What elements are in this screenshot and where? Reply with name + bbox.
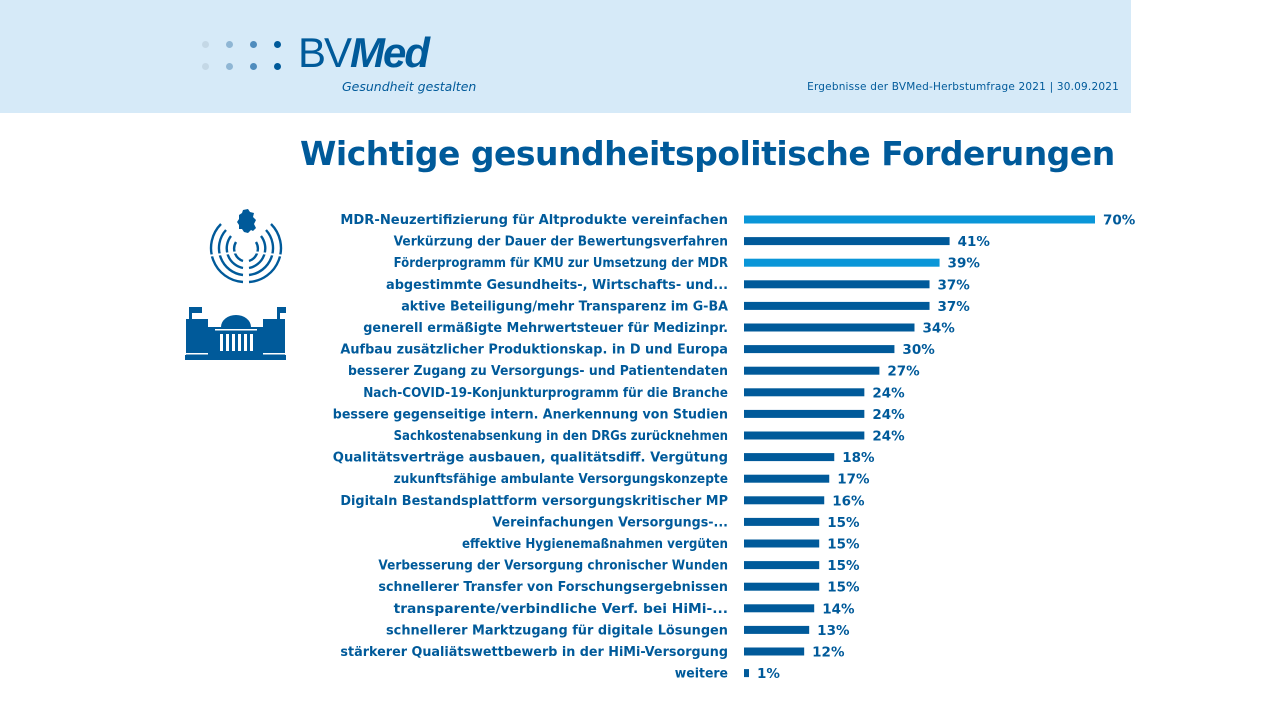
bar (744, 496, 825, 505)
value-label: 15% (827, 580, 860, 596)
category-label: Qualitätsverträge ausbauen, qualitätsdif… (333, 451, 728, 466)
page-title: Wichtige gesundheitspolitische Forderung… (300, 134, 1115, 173)
value-label: 13% (817, 623, 850, 639)
bar (744, 258, 940, 267)
bar (744, 323, 915, 332)
bvmed-logo: BVMed Gesundheit gestalten (200, 30, 490, 100)
logo-text-regular: BV (298, 29, 352, 76)
bar (744, 237, 950, 246)
bar (744, 453, 835, 462)
bar (744, 647, 805, 656)
category-label: bessere gegenseitige intern. Anerkennung… (333, 407, 728, 422)
category-label: aktive Beteiligung/mehr Transparenz im G… (401, 299, 728, 314)
category-label: weitere (675, 667, 728, 682)
value-label: 15% (827, 558, 860, 574)
bar (744, 388, 865, 397)
category-label: Nach-COVID-19-Konjunkturprogramm für die… (363, 386, 728, 401)
value-label: 27% (887, 364, 920, 380)
survey-note: Ergebnisse der BVMed-Herbstumfrage 2021 … (807, 81, 1119, 93)
category-label: transparente/verbindliche Verf. bei HiMi… (394, 602, 728, 617)
bar (744, 409, 865, 418)
value-label: 24% (872, 429, 905, 445)
value-label: 16% (832, 493, 865, 509)
category-label: Verkürzung der Dauer der Bewertungsverfa… (394, 235, 728, 250)
logo-dots-icon (200, 36, 290, 76)
bar (744, 345, 895, 354)
value-label: 24% (872, 407, 905, 423)
bar (744, 280, 930, 289)
category-label: Förderprogramm für KMU zur Umsetzung der… (394, 256, 728, 271)
bar (744, 215, 1095, 224)
reichstag-building-icon (185, 307, 286, 360)
bar (744, 539, 820, 548)
bar (744, 431, 865, 440)
value-label: 70% (1103, 213, 1136, 229)
category-label: Sachkostenabsenkung in den DRGs zurückne… (394, 429, 728, 444)
value-label: 39% (948, 256, 981, 272)
category-label: Verbesserung der Versorgung chronischer … (378, 559, 728, 574)
bar (744, 366, 880, 375)
category-label: stärkerer Qualiätswettbewerb in der HiMi… (340, 645, 728, 660)
parliament-germany-icon (206, 209, 286, 288)
bar (744, 474, 830, 483)
logo-tagline: Gesundheit gestalten (342, 79, 477, 94)
category-label: schnellerer Marktzugang für digitale Lös… (386, 623, 728, 638)
bar (744, 561, 820, 570)
value-label: 15% (827, 515, 860, 531)
logo-wordmark: BVMed (298, 29, 430, 76)
value-label: 14% (822, 601, 855, 617)
value-label: 24% (872, 385, 905, 401)
value-label: 41% (958, 234, 991, 250)
category-label: generell ermäßigte Mehrwertsteuer für Me… (363, 321, 728, 336)
logo-text-bold: Med (350, 29, 430, 76)
bar (744, 517, 820, 526)
bar (744, 582, 820, 591)
bar (744, 604, 815, 613)
bar (744, 669, 750, 678)
category-label: Digitaln Bestandsplattform versorgungskr… (340, 494, 728, 509)
value-label: 30% (902, 342, 935, 358)
category-label: MDR-Neuzertifizierung für Altprodukte ve… (340, 213, 728, 228)
value-label: 15% (827, 537, 860, 553)
value-label: 34% (922, 321, 955, 337)
value-label: 37% (938, 277, 971, 293)
value-label: 18% (842, 450, 875, 466)
header-band (0, 0, 1131, 113)
category-label: abgestimmte Gesundheits-, Wirtschafts- u… (386, 278, 728, 293)
value-label: 12% (812, 645, 845, 661)
bar (744, 625, 810, 634)
category-label: zukunftsfähige ambulante Versorgungskonz… (394, 472, 729, 487)
category-label: effektive Hygienemaßnahmen vergüten (462, 537, 728, 552)
value-label: 17% (837, 472, 870, 488)
bar (744, 301, 930, 310)
category-label: schnellerer Transfer von Forschungsergeb… (378, 580, 728, 595)
category-label: Vereinfachungen Versorgungs-... (492, 515, 728, 530)
value-label: 1% (757, 666, 780, 682)
category-label: besserer Zugang zu Versorgungs- und Pati… (348, 364, 728, 379)
value-label: 37% (938, 299, 971, 315)
category-label: Aufbau zusätzlicher Produktionskap. in D… (340, 343, 728, 358)
